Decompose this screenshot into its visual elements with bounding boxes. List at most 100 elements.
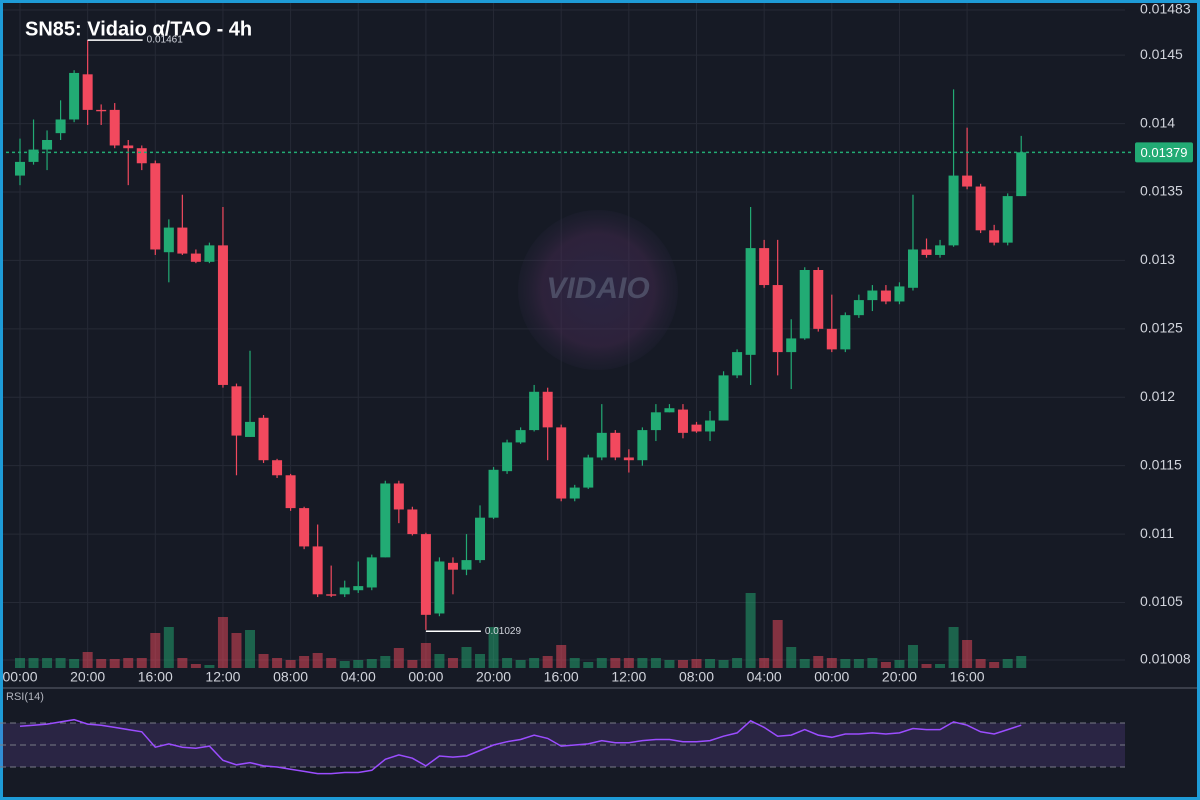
volume-bar — [312, 653, 323, 668]
volume-bar — [677, 660, 688, 668]
volume-bar — [610, 658, 621, 668]
volume-bar — [583, 662, 594, 668]
volume-bar — [204, 665, 215, 668]
volume-bar — [529, 658, 540, 668]
candle-body — [217, 245, 228, 385]
x-tick-label: 16:00 — [950, 669, 985, 685]
candle-body — [705, 420, 716, 432]
candle-body — [163, 227, 174, 253]
candle-body — [759, 248, 770, 286]
x-tick-label: 20:00 — [476, 669, 511, 685]
volume-bar — [691, 659, 702, 668]
candle-body — [28, 149, 39, 162]
candle-body — [96, 109, 107, 112]
candle-body — [718, 375, 729, 421]
candle-body — [569, 487, 580, 499]
volume-bar — [109, 659, 120, 668]
y-tick-label: 0.014 — [1140, 114, 1175, 130]
candle-body — [853, 300, 864, 316]
candle-body — [42, 140, 53, 150]
volume-bar — [366, 659, 377, 668]
volume-bar — [826, 658, 837, 668]
volume-bar — [42, 658, 53, 668]
y-tick-label: 0.0135 — [1140, 183, 1183, 199]
candle-body — [136, 148, 147, 164]
candle-body — [312, 546, 323, 595]
candle-body — [962, 175, 973, 187]
candle-body — [772, 285, 783, 353]
volume-bar — [272, 658, 283, 668]
y-tick-label: 0.012 — [1140, 388, 1175, 404]
candle-body — [55, 119, 66, 134]
last-price-box — [1135, 142, 1193, 163]
x-tick-label: 12:00 — [611, 669, 646, 685]
volume-bar — [759, 658, 770, 668]
volume-bar — [705, 659, 716, 668]
volume-bar — [217, 617, 228, 668]
volume-bar — [55, 658, 66, 668]
volume-bar — [596, 658, 607, 668]
volume-bar — [96, 659, 107, 668]
volume-bar — [434, 654, 445, 668]
volume-bar — [569, 658, 580, 668]
volume-bar — [935, 664, 946, 668]
volume-bar — [515, 660, 526, 668]
volume-bar — [664, 660, 675, 668]
x-tick-label: 12:00 — [205, 669, 240, 685]
volume-bar — [190, 664, 201, 668]
volume-bar — [475, 654, 486, 668]
volume-bar — [177, 658, 188, 668]
x-tick-label: 08:00 — [679, 669, 714, 685]
chart-title: SN85: Vidaio α/TAO - 4h — [25, 18, 252, 40]
candle-body — [299, 508, 310, 547]
candle-body — [596, 432, 607, 458]
candle-body — [948, 175, 959, 246]
candle-body — [623, 457, 634, 461]
candle-body — [123, 145, 134, 149]
volume-bar — [353, 660, 364, 668]
x-tick-label: 20:00 — [882, 669, 917, 685]
candle-body — [258, 417, 269, 461]
candle-body — [677, 409, 688, 433]
volume-bar — [650, 658, 661, 668]
volume-bar — [28, 658, 39, 668]
annotation-label: 0.01461 — [147, 35, 184, 46]
candle-body — [880, 290, 891, 302]
candle-body — [907, 249, 918, 288]
y-tick-label: 0.0125 — [1140, 320, 1183, 336]
volume-bar — [772, 620, 783, 668]
volume-bar — [136, 658, 147, 668]
volume-bar — [258, 654, 269, 668]
x-tick-label: 16:00 — [138, 669, 173, 685]
candle-body — [461, 560, 472, 570]
candle-body — [921, 249, 932, 255]
candle-body — [840, 315, 851, 350]
volume-bar — [556, 645, 567, 668]
y-tick-label: 0.011 — [1140, 525, 1174, 541]
y-tick-label: 0.0115 — [1140, 456, 1182, 472]
volume-bar — [975, 659, 986, 668]
candle-body — [867, 290, 878, 301]
candle-body — [231, 386, 242, 436]
y-tick-label: 0.013 — [1140, 251, 1175, 267]
volume-bar — [1002, 659, 1013, 668]
candle-body — [190, 253, 201, 262]
y-tick-label: 0.01008 — [1140, 651, 1191, 667]
volume-bar — [488, 627, 499, 668]
candle-body — [353, 586, 364, 591]
volume-bar — [853, 659, 864, 668]
candle-body — [326, 594, 337, 596]
candle-body — [447, 562, 458, 570]
watermark: VIDAIO — [546, 272, 649, 305]
volume-bar — [461, 647, 472, 668]
candle-body — [610, 432, 621, 458]
volume-bar — [15, 658, 25, 668]
candle-body — [799, 270, 810, 339]
candle-body — [488, 469, 499, 518]
candle-body — [583, 457, 594, 488]
volume-bar — [989, 662, 1000, 668]
volume-bar — [231, 633, 242, 668]
x-tick-label: 04:00 — [747, 669, 782, 685]
x-tick-label: 00:00 — [814, 669, 849, 685]
